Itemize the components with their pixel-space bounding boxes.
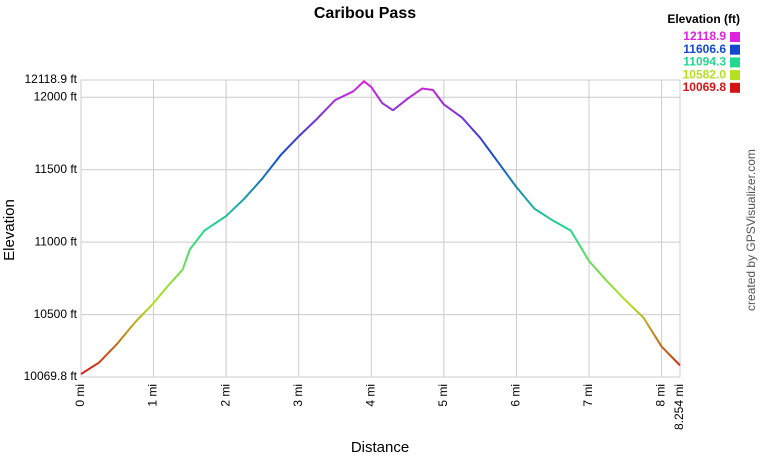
x-tick-label: 3 mi (291, 384, 305, 407)
x-tick-label: 2 mi (218, 384, 232, 407)
legend-label: 11094.3 (683, 55, 726, 69)
legend-title: Elevation (ft) (667, 12, 740, 26)
y-tick-label: 10500 ft (34, 307, 78, 321)
x-tick-label: 1 mi (146, 384, 160, 407)
x-tick-label: 6 mi (509, 384, 523, 407)
legend-swatch (730, 57, 740, 68)
x-tick-label: 0 mi (73, 384, 87, 407)
legend-label: 10582.0 (683, 67, 727, 81)
credit: created by GPSVisualizer.com (744, 149, 758, 311)
y-tick-label: 11000 ft (35, 234, 78, 248)
legend-swatch (730, 82, 740, 93)
legend-label: 11606.6 (683, 42, 726, 56)
legend-swatch (730, 44, 740, 55)
x-tick-label: 5 mi (436, 384, 450, 407)
x-axis-label: Distance (351, 439, 409, 456)
legend-label: 12118.9 (683, 29, 726, 43)
y-tick-label: 11500 ft (35, 162, 78, 176)
y-tick-label: 10069.8 ft (24, 369, 78, 383)
y-tick-label: 12000 ft (34, 89, 78, 103)
elevation-line (80, 80, 681, 375)
x-tick-label: 8 mi (654, 384, 668, 407)
legend-swatch (730, 32, 740, 42)
x-tick-label: 7 mi (581, 384, 595, 407)
y-tick-label: 12118.9 ft (25, 72, 78, 86)
x-tick-label: 8.254 mi (672, 384, 686, 430)
x-tick-label: 4 mi (363, 384, 377, 407)
legend-label: 10069.8 (683, 80, 727, 94)
chart-title: Caribou Pass (314, 5, 416, 22)
legend-swatch (730, 70, 740, 81)
y-axis-label: Elevation (1, 199, 18, 261)
